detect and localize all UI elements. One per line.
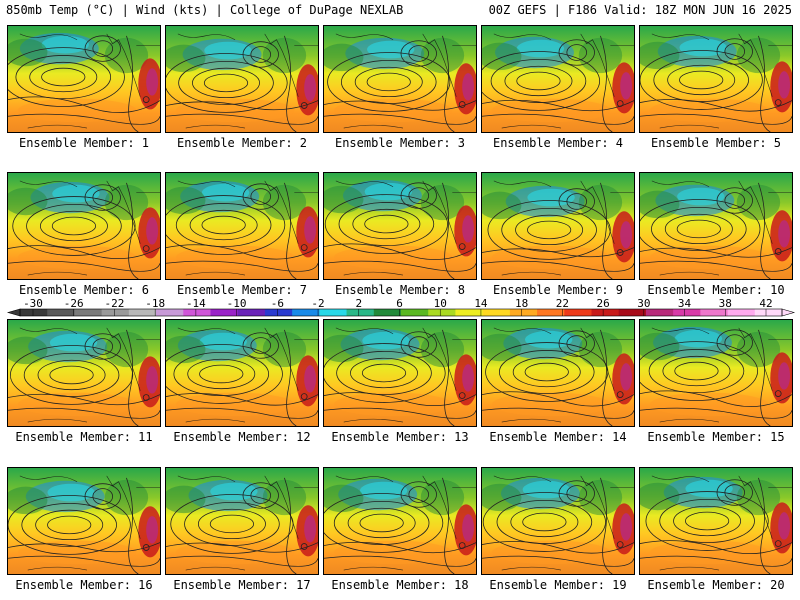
ensemble-member-label: Ensemble Member: 8 <box>334 283 466 297</box>
ensemble-member-label: Ensemble Member: 14 <box>489 430 627 444</box>
ensemble-member-map <box>639 319 793 427</box>
colorbar-segment <box>754 309 783 316</box>
colorbar-segment <box>237 309 266 316</box>
colorbar-tick-label: 42 <box>759 297 772 310</box>
colorbar-right-arrow <box>781 308 796 317</box>
colorbar-tick-label: 14 <box>474 297 488 310</box>
ensemble-member-map <box>165 172 319 280</box>
ensemble-member-map <box>165 25 319 133</box>
colorbar-tick-label: -14 <box>186 297 206 310</box>
colorbar-tick-label: -2 <box>311 297 324 310</box>
colorbar-segment <box>47 309 75 316</box>
colorbar-segment <box>101 309 130 316</box>
colorbar-tick-label: 18 <box>515 297 528 310</box>
colorbar-tick-label: -26 <box>64 297 84 310</box>
colorbar-segment <box>156 309 184 316</box>
colorbar-tick-label: -22 <box>105 297 125 310</box>
colorbar-tick-label: 30 <box>637 297 650 310</box>
colorbar-segment <box>319 309 348 316</box>
colorbar-tick-label: 22 <box>556 297 569 310</box>
colorbar-tick-label: 2 <box>355 297 362 310</box>
colorbar-left-arrow <box>6 308 21 317</box>
colorbar-segment <box>183 309 211 316</box>
ensemble-member-label: Ensemble Member: 4 <box>492 136 624 150</box>
run-valid-time: 00Z GEFS | F186 Valid: 18Z MON JUN 16 20… <box>488 3 792 17</box>
ensemble-member-label: Ensemble Member: 7 <box>176 283 308 297</box>
ensemble-member-map <box>165 319 319 427</box>
ensemble-member-map <box>481 467 635 575</box>
colorbar-segment <box>264 309 293 316</box>
ensemble-member-label: Ensemble Member: 20 <box>647 578 785 592</box>
ensemble-member-map <box>7 25 161 133</box>
colorbar-tick-label: -30 <box>23 297 43 310</box>
ensemble-member-map <box>323 172 477 280</box>
colorbar-segment <box>210 309 239 316</box>
colorbar-segment <box>20 309 48 316</box>
ensemble-member-map <box>165 467 319 575</box>
ensemble-member-map <box>7 319 161 427</box>
ensemble-member-map <box>639 467 793 575</box>
colorbar-tick-label: 34 <box>678 297 692 310</box>
ensemble-member-map <box>7 172 161 280</box>
ensemble-member-label: Ensemble Member: 10 <box>647 283 785 297</box>
ensemble-member-label: Ensemble Member: 13 <box>331 430 469 444</box>
colorbar-segment <box>373 309 402 316</box>
ensemble-member-label: Ensemble Member: 1 <box>18 136 150 150</box>
colorbar-segment <box>509 309 538 316</box>
colorbar-segment <box>482 309 511 316</box>
ensemble-member-label: Ensemble Member: 5 <box>650 136 782 150</box>
colorbar-segment <box>618 309 647 316</box>
colorbar-segment <box>673 309 701 316</box>
ensemble-member-label: Ensemble Member: 9 <box>492 283 624 297</box>
ensemble-member-map <box>481 25 635 133</box>
ensemble-member-label: Ensemble Member: 18 <box>331 578 469 592</box>
ensemble-member-map <box>639 25 793 133</box>
colorbar-segment <box>401 309 429 316</box>
colorbar-segment <box>74 309 103 316</box>
ensemble-member-map <box>7 467 161 575</box>
ensemble-member-label: Ensemble Member: 11 <box>15 430 153 444</box>
colorbar-tick-label: 10 <box>434 297 447 310</box>
colorbar-segment <box>537 309 565 316</box>
ensemble-member-map <box>323 319 477 427</box>
ensemble-member-label: Ensemble Member: 16 <box>15 578 153 592</box>
colorbar-tick-label: 38 <box>719 297 732 310</box>
colorbar-segment <box>292 309 320 316</box>
colorbar-segment <box>700 309 729 316</box>
colorbar-segment <box>428 309 456 316</box>
ensemble-member-map <box>323 467 477 575</box>
colorbar-segment <box>727 309 756 316</box>
colorbar-tick-label: -18 <box>145 297 165 310</box>
ensemble-member-map <box>639 172 793 280</box>
ensemble-member-label: Ensemble Member: 3 <box>334 136 466 150</box>
temperature-colorbar: -30 -26 -22 -18 -14 -10 -6 -2 2 6 10 14 18 22 26 30 34 38… <box>6 297 796 317</box>
map-title: 850mb Temp (°C) | Wind (kts) | College o… <box>6 3 404 17</box>
colorbar-tick-label: 26 <box>596 297 609 310</box>
ensemble-member-map <box>481 319 635 427</box>
ensemble-member-label: Ensemble Member: 6 <box>18 283 150 297</box>
colorbar-tick-label: -10 <box>227 297 247 310</box>
colorbar-outline <box>19 308 783 317</box>
colorbar-segment <box>591 309 620 316</box>
colorbar-segment <box>346 309 375 316</box>
colorbar-segment <box>564 309 592 316</box>
colorbar-segment <box>645 309 674 316</box>
ensemble-member-label: Ensemble Member: 15 <box>647 430 785 444</box>
colorbar-tick-label: -6 <box>271 297 284 310</box>
colorbar-segment <box>455 309 484 316</box>
ensemble-member-label: Ensemble Member: 12 <box>173 430 311 444</box>
colorbar-segment <box>128 309 157 316</box>
ensemble-member-label: Ensemble Member: 17 <box>173 578 311 592</box>
ensemble-member-map <box>323 25 477 133</box>
ensemble-member-label: Ensemble Member: 2 <box>176 136 308 150</box>
ensemble-member-map <box>481 172 635 280</box>
ensemble-member-label: Ensemble Member: 19 <box>489 578 627 592</box>
colorbar-tick-label: 6 <box>396 297 403 310</box>
